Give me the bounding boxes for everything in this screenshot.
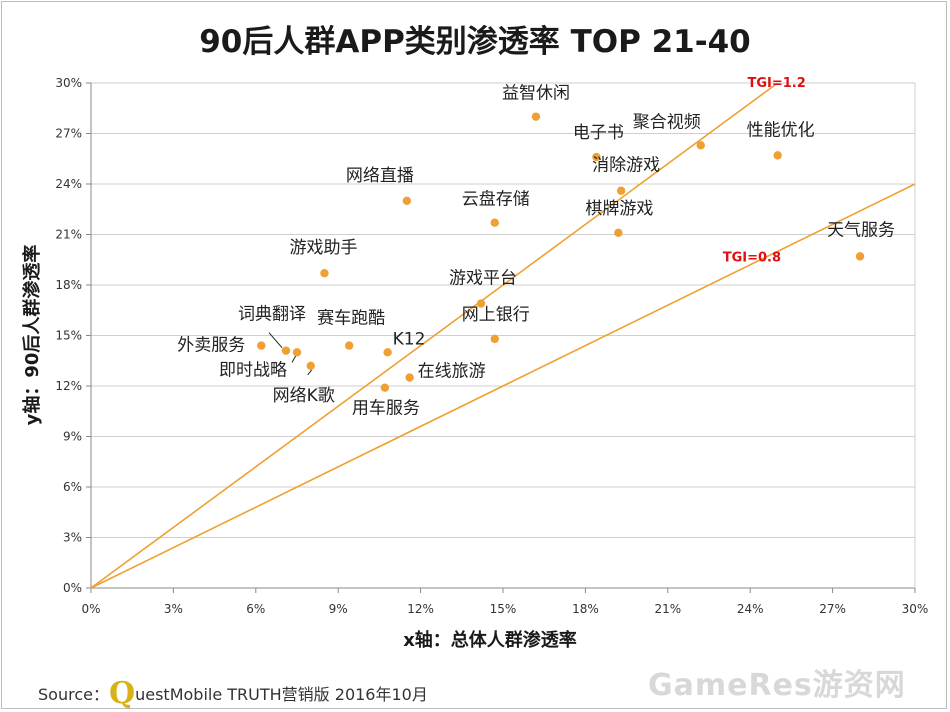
- x-tick-label: 21%: [654, 602, 681, 616]
- x-tick-label: 24%: [737, 602, 764, 616]
- data-point: [344, 341, 354, 350]
- tgi-reference-line: [90, 82, 779, 589]
- x-tick-label: 18%: [572, 602, 599, 616]
- data-point-label: 聚合视频: [633, 112, 701, 132]
- reference-lines: TGI=1.2 TGI=0.8: [90, 76, 916, 589]
- axes: [86, 82, 916, 593]
- y-tick-label: 27%: [55, 127, 82, 141]
- data-point: [476, 299, 486, 308]
- watermark: GameRes游资网: [648, 668, 906, 703]
- tgi-reference-line: [90, 183, 916, 589]
- data-point: [531, 112, 541, 121]
- y-tick-label: 12%: [55, 379, 82, 393]
- x-tick-label: 3%: [164, 602, 183, 616]
- data-point-label: K12: [393, 329, 426, 349]
- leader-line: [307, 369, 313, 376]
- data-point-label: 在线旅游: [418, 362, 486, 382]
- data-point-label: 赛车跑酷: [317, 308, 385, 329]
- data-point: [281, 346, 291, 355]
- data-point: [380, 383, 390, 392]
- data-point: [383, 348, 392, 357]
- data-point-label: 网络直播: [346, 166, 414, 186]
- leader-line: [291, 355, 297, 363]
- y-tick-label: 21%: [55, 228, 82, 242]
- y-tick-label: 18%: [55, 278, 82, 292]
- source-footer: Source：QuestMobile TRUTH营销版 2016年10月: [38, 676, 428, 711]
- leader-line: [268, 332, 283, 348]
- data-point-label: 用车服务: [352, 399, 420, 419]
- y-tick-label: 6%: [63, 480, 82, 494]
- data-point-label: 外卖服务: [177, 336, 245, 356]
- data-point-label: 云盘存储: [462, 190, 530, 210]
- x-tick-label: 9%: [329, 602, 348, 616]
- data-point-label: 性能优化: [747, 120, 815, 140]
- data-point-label: 网络K歌: [273, 386, 335, 406]
- data-point: [306, 361, 315, 370]
- data-point: [405, 373, 414, 382]
- data-point: [855, 252, 865, 261]
- data-point: [696, 141, 705, 150]
- y-axis-label: y轴：90后人群渗透率: [21, 245, 43, 426]
- x-tick-label: 30%: [902, 602, 929, 616]
- data-point-label: 即时战略: [219, 360, 287, 380]
- data-point-label: 网上银行: [462, 305, 530, 325]
- x-tick-label: 0%: [81, 602, 100, 616]
- data-point: [490, 334, 499, 344]
- data-point-label: 天气服务: [827, 220, 895, 240]
- data-point-label: 棋牌游戏: [585, 199, 653, 219]
- data-point: [320, 269, 329, 278]
- questmobile-logo-letter: Q: [108, 676, 136, 711]
- source-prefix: Source：: [38, 685, 109, 704]
- data-point-label: 游戏平台: [449, 269, 517, 289]
- data-point: [773, 151, 782, 160]
- y-tick-label: 0%: [63, 581, 82, 595]
- data-point: [592, 152, 601, 162]
- data-point: [402, 196, 412, 206]
- tgi-line-label: TGI=1.2: [747, 76, 805, 91]
- data-point-label: 消除游戏: [592, 156, 660, 176]
- leader-lines: [268, 332, 313, 376]
- data-point: [616, 186, 626, 195]
- x-axis-label: x轴：总体人群渗透率: [403, 629, 577, 651]
- y-tick-label: 24%: [55, 177, 82, 191]
- data-point: [490, 218, 499, 227]
- data-point: [614, 228, 623, 238]
- data-point-label: 游戏助手: [289, 238, 357, 258]
- x-tick-label: 27%: [819, 602, 846, 616]
- data-point-label: 电子书: [573, 123, 624, 143]
- data-point: [292, 348, 302, 357]
- data-point: [257, 341, 266, 350]
- tick-labels: 0% 3% 6% 9% 12% 15% 18% 21% 24% 27% 30% 0% 3% 6% 9% 12%…: [55, 76, 928, 616]
- data-points: [257, 112, 865, 392]
- data-point-label: 益智休闲: [502, 84, 570, 104]
- source-text: uestMobile TRUTH营销版 2016年10月: [135, 685, 428, 704]
- x-tick-label: 6%: [246, 602, 265, 616]
- data-point-label: 词典翻译: [238, 305, 306, 325]
- y-tick-label: 15%: [55, 329, 82, 343]
- chart-title: 90后人群APP类别渗透率 TOP 21-40: [199, 24, 751, 60]
- y-tick-label: 3%: [63, 531, 82, 545]
- y-tick-label: 9%: [63, 430, 82, 444]
- x-tick-label: 15%: [490, 602, 517, 616]
- x-tick-label: 12%: [407, 602, 434, 616]
- y-tick-label: 30%: [55, 76, 82, 90]
- tgi-line-label: TGI=0.8: [723, 250, 781, 265]
